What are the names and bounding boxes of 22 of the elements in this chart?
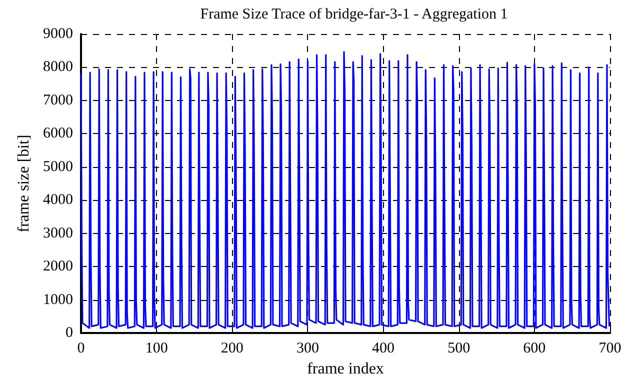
y-tick-label: 3000 (43, 225, 73, 242)
x-tick-label: 300 (296, 340, 319, 356)
y-tick-label: 1000 (43, 292, 73, 308)
y-tick-label: 7000 (43, 92, 73, 108)
y-tick-label: 0 (66, 325, 73, 341)
y-tick-label: 4000 (43, 192, 73, 208)
x-tick-label: 700 (598, 340, 622, 356)
y-tick-label: 8000 (43, 59, 73, 76)
chart-title: Frame Size Trace of bridge-far-3-1 - Aggregation 1 (200, 6, 508, 22)
y-axis-title: frame size [bit] (16, 134, 33, 232)
y-tick-label: 5000 (43, 158, 73, 175)
line-series (80, 51, 610, 329)
x-tick-label: 200 (220, 340, 244, 356)
x-tick-label: 400 (372, 340, 395, 356)
y-tick-label: 9000 (43, 26, 73, 42)
x-tick-label: 0 (77, 340, 85, 356)
x-tick-label: 100 (145, 340, 168, 356)
y-tick-label: 2000 (43, 258, 73, 275)
y-tick-label: 6000 (43, 126, 73, 142)
x-tick-label: 600 (523, 340, 546, 356)
x-axis-title: frame index (307, 360, 384, 378)
x-tick-label: 500 (448, 340, 470, 356)
